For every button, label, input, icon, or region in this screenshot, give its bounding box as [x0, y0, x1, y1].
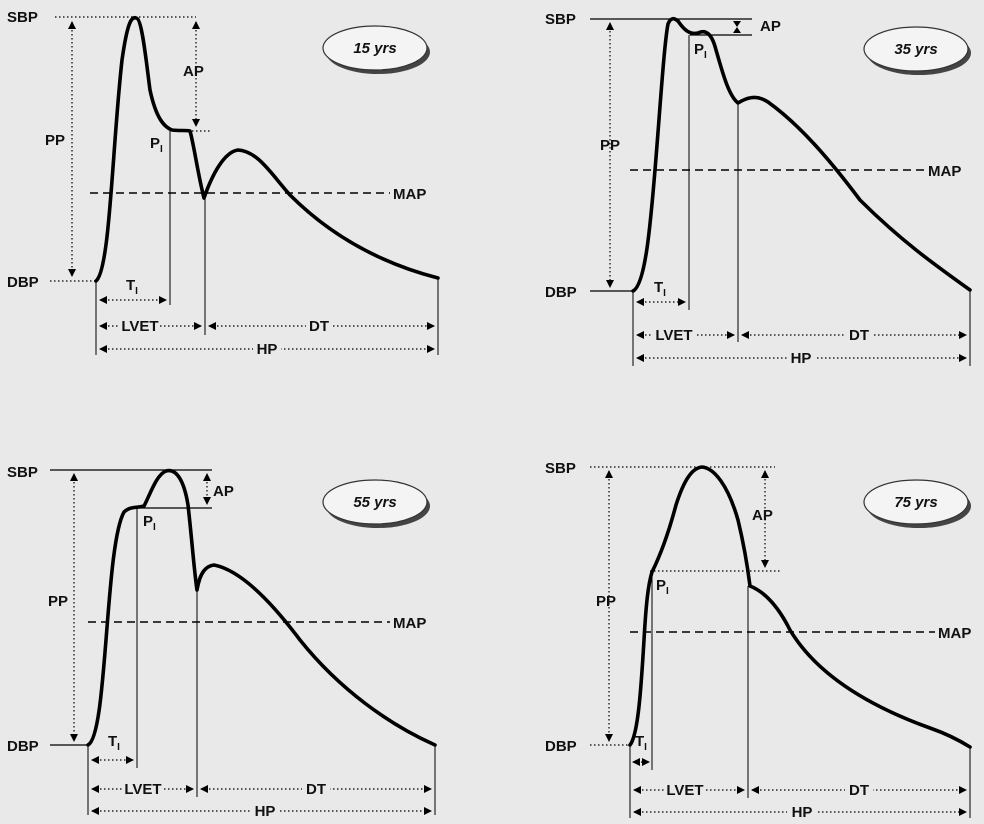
panel-35-yrs: SBP DBP PP AP PI TI MAP LVET DT HP 35 yr…	[545, 11, 972, 367]
sbp-label: SBP	[545, 11, 576, 28]
sbp-label: SBP	[7, 9, 38, 26]
pressure-curve	[94, 16, 440, 283]
hp-label: HP	[257, 341, 278, 358]
ap-label: AP	[760, 18, 781, 35]
label-bg	[845, 782, 873, 798]
ti-label: TI	[635, 733, 647, 753]
ap-label: AP	[213, 483, 234, 500]
age-label: 15 yrs	[353, 40, 396, 57]
pp-label: PP	[45, 132, 65, 149]
panel-55-yrs: SBP DBP PP AP PI TI MAP LVET DT HP 55 yr…	[7, 464, 437, 820]
hp-label: HP	[255, 803, 276, 820]
label-bg	[787, 350, 815, 366]
ti-label: TI	[108, 733, 120, 753]
pressure-curve	[86, 468, 437, 747]
pp-label: PP	[600, 137, 620, 154]
age-label: 75 yrs	[894, 494, 937, 511]
pi-label: PI	[150, 135, 163, 155]
dt-label: DT	[849, 327, 869, 344]
dbp-label: DBP	[545, 738, 577, 755]
dt-label: DT	[849, 782, 869, 799]
label-bg	[302, 781, 330, 797]
panel-15-yrs: SBP DBP PP AP PI TI MAP LVET DT HP 15 yr…	[7, 9, 440, 358]
label-bg	[306, 318, 332, 334]
label-bg	[253, 341, 281, 357]
label-bg	[845, 327, 873, 343]
panel-75-yrs: SBP DBP PP AP PI TI MAP LVET DT HP 75 yr…	[545, 460, 972, 821]
age-badge: 35 yrs	[863, 26, 971, 75]
lvet-label: LVET	[666, 782, 703, 799]
age-badge: 55 yrs	[322, 479, 430, 528]
label-bg	[653, 327, 695, 343]
dbp-label: DBP	[545, 284, 577, 301]
pressure-curve	[631, 16, 972, 293]
pi-label: PI	[656, 577, 669, 597]
dbp-label: DBP	[7, 274, 39, 291]
pi-label: PI	[143, 513, 156, 533]
lvet-label: LVET	[124, 781, 161, 798]
ti-label: TI	[126, 277, 138, 297]
ap-label: AP	[183, 63, 204, 80]
label-bg	[120, 318, 160, 334]
label-bg	[122, 781, 164, 797]
pi-label: PI	[694, 41, 707, 61]
pp-label: PP	[596, 593, 616, 610]
sbp-label: SBP	[7, 464, 38, 481]
map-label: MAP	[393, 186, 426, 203]
map-label: MAP	[393, 615, 426, 632]
age-label: 35 yrs	[894, 41, 937, 58]
dt-label: DT	[306, 781, 326, 798]
lvet-label: LVET	[121, 318, 158, 335]
hp-label: HP	[791, 350, 812, 367]
label-bg	[664, 782, 706, 798]
age-label: 55 yrs	[353, 494, 396, 511]
ti-label: TI	[654, 279, 666, 299]
label-bg	[250, 803, 280, 819]
map-label: MAP	[928, 163, 961, 180]
pressure-curve	[628, 465, 972, 749]
age-badge: 75 yrs	[863, 479, 971, 528]
ap-label: AP	[752, 507, 773, 524]
label-bg	[787, 804, 817, 820]
dbp-label: DBP	[7, 738, 39, 755]
dt-label: DT	[309, 318, 329, 335]
pp-label: PP	[48, 593, 68, 610]
age-badge: 15 yrs	[322, 25, 430, 74]
hp-label: HP	[792, 804, 813, 821]
sbp-label: SBP	[545, 460, 576, 477]
lvet-label: LVET	[655, 327, 692, 344]
ap-arrow	[733, 21, 741, 33]
map-label: MAP	[938, 625, 971, 642]
